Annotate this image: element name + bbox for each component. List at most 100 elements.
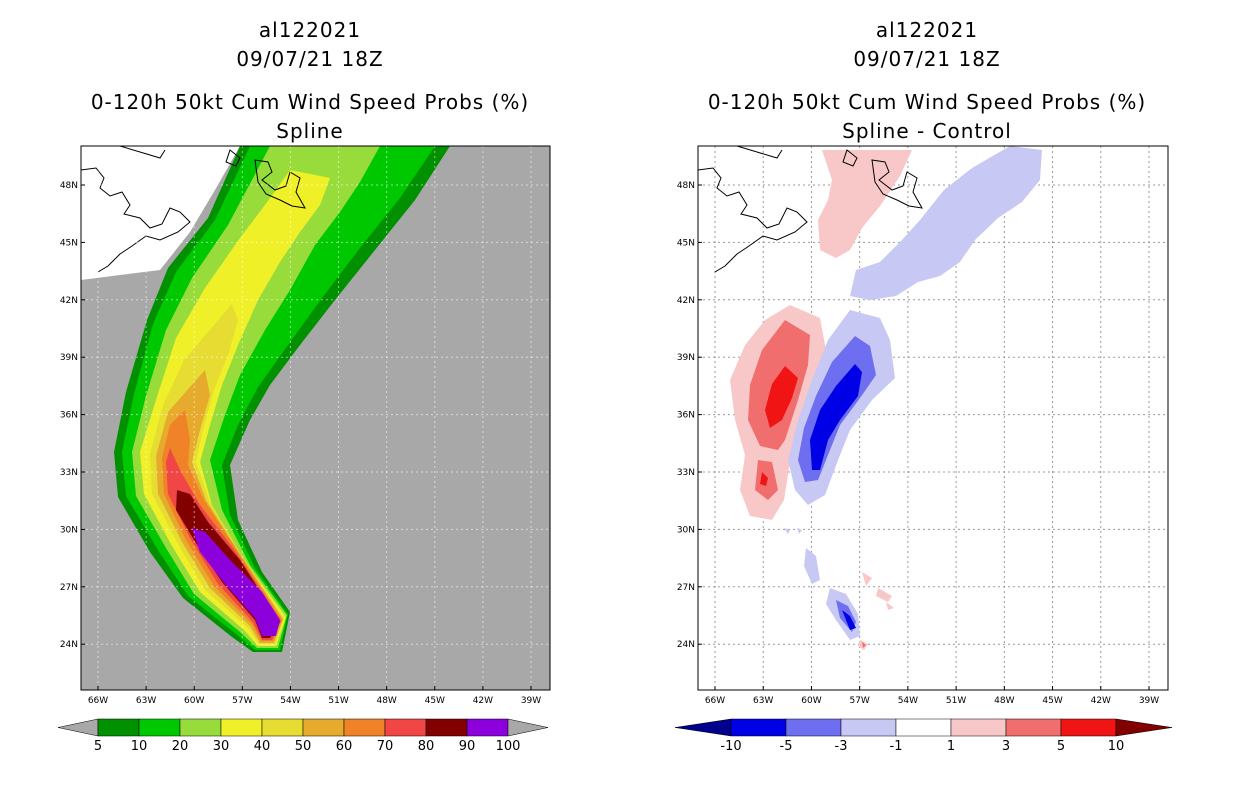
right-lon-tick-label: 63W xyxy=(753,696,773,706)
left-colorbar-label: 80 xyxy=(418,739,435,754)
left-colorbar-high-arrow xyxy=(507,718,549,737)
right-colorbar-swatch xyxy=(785,718,842,737)
right-lat-tick-label: 36N xyxy=(677,411,695,421)
right-lon-tick-label: 45W xyxy=(1042,696,1062,706)
left-lat-tick-label: 42N xyxy=(60,296,78,306)
left-colorbar-label: 30 xyxy=(213,739,230,754)
right-title: al122021 09/07/21 18Z 0-120h 50kt Cum Wi… xyxy=(667,16,1187,146)
left-map-frame xyxy=(80,145,551,691)
left-lon-tick-label: 39W xyxy=(521,696,541,706)
right-colorbar-label: 5 xyxy=(1057,739,1065,754)
left-lon-tick-label: 63W xyxy=(136,696,156,706)
left-lat-tick-label: 39N xyxy=(60,353,78,363)
right-colorbar-swatch xyxy=(840,718,897,737)
right-axis-ticks: 48N 45N 42N 39N 36N 33N 30N 27N 24N 66W 63W 60W 57W 5… xyxy=(677,181,1159,706)
left-lon-tick-label: 57W xyxy=(232,696,252,706)
right-colorbar-swatch xyxy=(1060,718,1117,737)
right-neg-spots xyxy=(784,528,802,534)
right-variant: Spline - Control xyxy=(842,119,1012,143)
left-lon-tick-label: 54W xyxy=(280,696,300,706)
right-lat-tick-label: 48N xyxy=(677,181,695,191)
left-colorbar-swatch xyxy=(425,718,468,737)
left-band-90 xyxy=(192,528,280,636)
left-colorbar-swatch xyxy=(261,718,304,737)
left-colorbar-label: 5 xyxy=(94,739,102,754)
left-colorbar-label: 50 xyxy=(295,739,312,754)
right-difference-field xyxy=(698,146,1168,690)
left-colorbar-swatch xyxy=(466,718,509,737)
right-colorbar-high-arrow xyxy=(1115,718,1173,737)
right-colorbar: -10 -5 -3 -1 1 3 5 10 xyxy=(674,718,1173,754)
right-pos-south xyxy=(858,572,894,650)
right-colorbar-label: -3 xyxy=(835,739,848,754)
right-coastline xyxy=(698,146,923,273)
right-lat-tick-label: 39N xyxy=(677,353,695,363)
right-colorbar-label: -5 xyxy=(780,739,793,754)
left-colorbar-low-arrow xyxy=(57,718,99,737)
left-colorbar-label: 20 xyxy=(172,739,189,754)
right-lat-tick-label: 30N xyxy=(677,525,695,535)
left-colorbar-swatch xyxy=(302,718,345,737)
left-lat-tick-label: 45N xyxy=(60,238,78,248)
right-colorbar-swatch xyxy=(950,718,1007,737)
right-colorbar-label: 10 xyxy=(1108,739,1125,754)
right-colorbar-label: 1 xyxy=(947,739,955,754)
right-colorbar-swatch xyxy=(730,718,787,737)
right-colorbar-low-arrow xyxy=(674,718,732,737)
right-map-frame xyxy=(697,145,1169,691)
right-colorbar-label: -10 xyxy=(720,739,741,754)
left-product: 0-120h 50kt Cum Wind Speed Probs (%) xyxy=(90,90,530,114)
right-lon-tick-label: 51W xyxy=(946,696,966,706)
right-colorbar-swatch xyxy=(1005,718,1062,737)
left-lon-tick-label: 51W xyxy=(328,696,348,706)
left-lon-tick-label: 66W xyxy=(88,696,108,706)
right-storm-id: al122021 xyxy=(875,18,979,42)
right-lon-tick-label: 54W xyxy=(898,696,918,706)
left-colorbar: 5 10 20 30 40 50 60 70 80 90 100 xyxy=(57,718,549,754)
left-lat-tick-label: 33N xyxy=(60,468,78,478)
left-lat-tick-label: 30N xyxy=(60,525,78,535)
left-colorbar-swatch xyxy=(220,718,263,737)
left-storm-id: al122021 xyxy=(258,18,362,42)
right-lat-tick-label: 33N xyxy=(677,468,695,478)
right-colorbar-label: -1 xyxy=(890,739,903,754)
left-colorbar-swatch xyxy=(97,718,140,737)
right-lon-tick-label: 48W xyxy=(994,696,1014,706)
left-datetime: 09/07/21 18Z xyxy=(236,47,384,71)
left-axis-ticks: 48N 45N 42N 39N 36N 33N 30N 27N 24N 66W 63W 60W 57W 5… xyxy=(60,181,541,706)
right-neg-south-strong xyxy=(842,610,856,630)
right-pos-north xyxy=(818,150,912,258)
right-lon-tick-label: 39W xyxy=(1139,696,1159,706)
left-lon-tick-label: 45W xyxy=(425,696,445,706)
right-colorbar-swatch xyxy=(895,718,952,737)
left-lat-tick-label: 36N xyxy=(60,411,78,421)
left-probability-swath xyxy=(81,146,550,690)
right-datetime: 09/07/21 18Z xyxy=(853,47,1001,71)
left-band-40 xyxy=(150,304,284,644)
left-lon-tick-label: 48W xyxy=(376,696,396,706)
right-lon-tick-label: 60W xyxy=(801,696,821,706)
right-lon-tick-label: 66W xyxy=(705,696,725,706)
left-lat-tick-label: 27N xyxy=(60,583,78,593)
right-neg-central-strong xyxy=(810,364,862,470)
left-colorbar-swatch xyxy=(384,718,427,737)
right-product: 0-120h 50kt Cum Wind Speed Probs (%) xyxy=(707,90,1147,114)
left-lon-tick-label: 42W xyxy=(473,696,493,706)
right-pos-west-strong xyxy=(760,366,798,486)
left-colorbar-label: 60 xyxy=(336,739,353,754)
right-colorbar-label: 3 xyxy=(1002,739,1010,754)
right-lon-tick-label: 57W xyxy=(849,696,869,706)
right-lat-tick-label: 42N xyxy=(677,296,695,306)
right-lat-tick-label: 45N xyxy=(677,238,695,248)
left-colorbar-label: 90 xyxy=(459,739,476,754)
left-lon-tick-label: 60W xyxy=(184,696,204,706)
left-title: al122021 09/07/21 18Z 0-120h 50kt Cum Wi… xyxy=(50,16,570,146)
right-neg-northeast xyxy=(850,146,1042,300)
right-lat-tick-label: 27N xyxy=(677,583,695,593)
right-lon-tick-label: 42W xyxy=(1091,696,1111,706)
left-lat-tick-label: 24N xyxy=(60,640,78,650)
right-pos-south-mid xyxy=(862,642,866,648)
left-variant: Spline xyxy=(276,119,344,143)
right-lat-tick-label: 24N xyxy=(677,640,695,650)
